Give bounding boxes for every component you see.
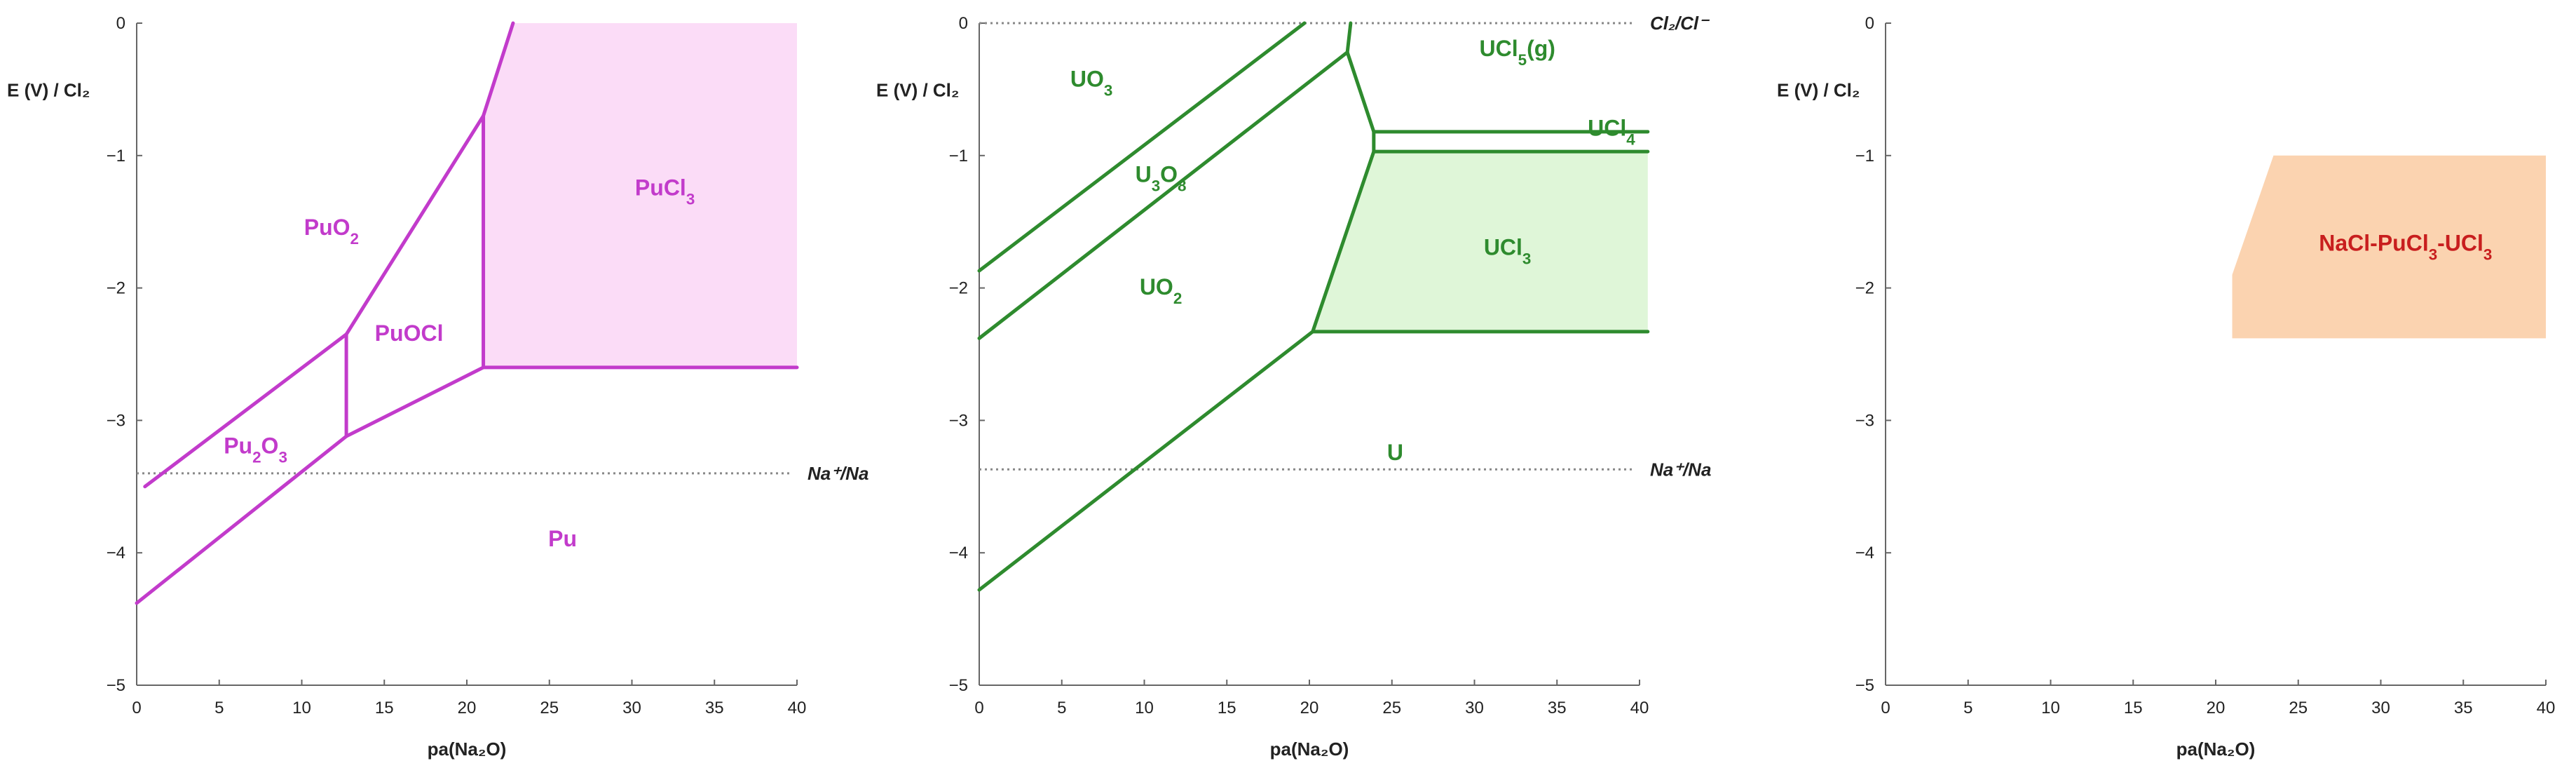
x-tick-label: 0: [1881, 699, 1890, 717]
y-axis-label: E (V) / Cl₂: [1777, 79, 1860, 100]
phase-boundary: [977, 21, 1307, 273]
region-label: Pu2O3: [224, 433, 287, 466]
y-tick-label: −1: [1855, 147, 1874, 166]
region-label: UCl5(g): [1480, 36, 1555, 69]
region-label: UCl3: [1484, 234, 1532, 267]
y-axis-label: E (V) / Cl₂: [7, 79, 90, 100]
x-tick-label: 40: [2537, 699, 2556, 717]
x-tick-label: 35: [1548, 699, 1567, 717]
x-tick-label: 30: [2371, 699, 2390, 717]
y-tick-label: −1: [107, 147, 125, 166]
x-axis-label: pa(Na₂O): [428, 739, 507, 760]
x-tick-label: 10: [292, 699, 311, 717]
y-tick-label: −2: [107, 279, 125, 298]
x-tick-label: 0: [132, 699, 141, 717]
x-tick-label: 10: [2041, 699, 2060, 717]
y-tick-label: 0: [1865, 14, 1874, 33]
x-tick-label: 0: [974, 699, 983, 717]
x-axis-label: pa(Na₂O): [2176, 739, 2256, 760]
y-tick-label: −2: [1855, 279, 1874, 298]
x-tick-label: 5: [1963, 699, 1972, 717]
y-tick-label: −5: [1855, 676, 1874, 695]
region-label: UO3: [1070, 67, 1112, 99]
region-label: U: [1387, 440, 1403, 465]
region-label: Pu: [548, 526, 577, 551]
y-tick-label: −4: [1855, 544, 1874, 562]
chart-panel-1: 0 5 10 15 20 25 30 35 40 0 −1 −2 −3 −4 −5 pa(Na₂O) E (V)…: [876, 13, 1711, 760]
region-label: NaCl-PuCl3-UCl3: [2319, 231, 2492, 264]
y-tick-label: −5: [107, 676, 125, 695]
x-tick-label: 20: [1300, 699, 1319, 717]
phase-boundary: [977, 50, 1376, 592]
phase-boundary: [143, 21, 515, 489]
x-tick-label: 25: [1382, 699, 1401, 717]
y-tick-label: −4: [107, 544, 125, 562]
x-tick-label: 25: [2289, 699, 2308, 717]
x-tick-label: 15: [1218, 699, 1236, 717]
x-tick-label: 15: [2124, 699, 2143, 717]
chart-panel-2: 0 5 10 15 20 25 30 35 40 0 −1 −2 −3 −4 −5 pa(Na₂O) E (V)…: [1777, 14, 2555, 760]
reference-line-label: Cl₂/Cl⁻: [1650, 13, 1710, 34]
phase-boundary: [135, 365, 799, 605]
x-tick-label: 30: [622, 699, 641, 717]
y-tick-label: −2: [949, 279, 968, 298]
x-tick-label: 20: [458, 699, 477, 717]
x-tick-label: 25: [540, 699, 559, 717]
x-tick-label: 40: [788, 699, 807, 717]
region-label: PuCl3: [635, 175, 695, 208]
reference-line-label: Na⁺/Na: [1650, 459, 1711, 480]
chart-panel-0: 0 5 10 15 20 25 30 35 40 0 −1 −2 −3 −4 −5 pa(Na₂O) E (V)…: [7, 14, 868, 760]
y-tick-label: −5: [949, 676, 968, 695]
y-tick-label: −4: [949, 544, 968, 562]
x-tick-label: 15: [375, 699, 394, 717]
x-tick-label: 40: [1630, 699, 1649, 717]
x-tick-label: 35: [2454, 699, 2473, 717]
stable-region: [1312, 151, 1648, 332]
stable-region: [2232, 155, 2546, 339]
y-tick-label: −3: [107, 411, 125, 430]
x-tick-label: 5: [214, 699, 224, 717]
x-tick-label: 35: [705, 699, 724, 717]
stable-region: [483, 23, 797, 368]
region-label: PuOCl: [375, 321, 444, 346]
region-label: UCl4: [1588, 115, 1635, 148]
x-tick-label: 5: [1057, 699, 1066, 717]
x-tick-label: 20: [2207, 699, 2226, 717]
x-tick-label: 10: [1135, 699, 1154, 717]
x-tick-label: 30: [1465, 699, 1484, 717]
y-tick-label: −3: [949, 411, 968, 430]
y-tick-label: 0: [959, 14, 968, 33]
y-tick-label: −1: [949, 147, 968, 166]
reference-line-label: Na⁺/Na: [807, 463, 868, 484]
x-axis-label: pa(Na₂O): [1270, 739, 1349, 760]
region-label: PuO2: [304, 215, 359, 248]
y-tick-label: −3: [1855, 411, 1874, 430]
region-label: U3O8: [1136, 162, 1187, 195]
y-axis-label: E (V) / Cl₂: [876, 79, 959, 100]
y-tick-label: 0: [116, 14, 125, 33]
region-label: UO2: [1140, 274, 1182, 307]
